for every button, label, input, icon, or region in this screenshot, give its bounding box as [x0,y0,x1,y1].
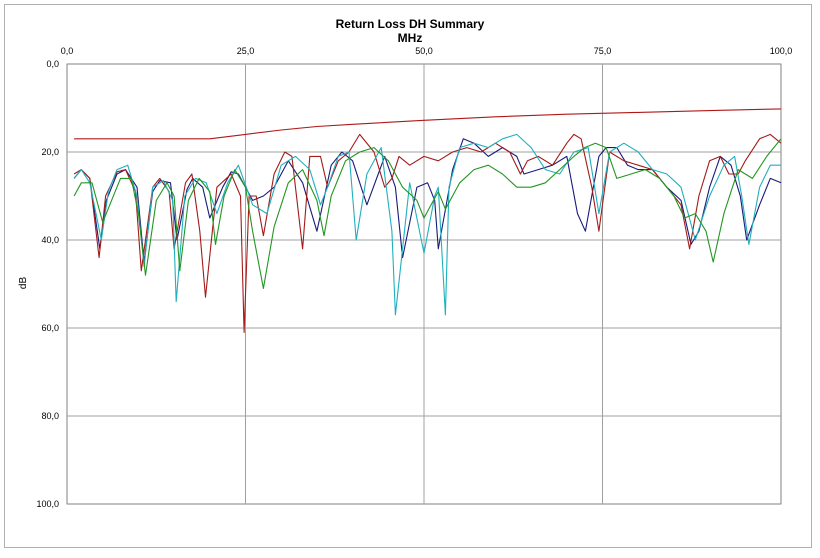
x-tick-label: 50,0 [415,46,433,56]
series-line-3 [73,133,782,333]
y-tick-label: 100,0 [36,499,59,509]
series-layer [73,108,782,333]
chart-frame [4,4,812,548]
series-line-1 [74,108,782,140]
x-tick-label: 25,0 [237,46,255,56]
y-axis-label: dB [18,277,29,290]
y-tick-label: 60,0 [41,323,59,333]
y-tick-label: 80,0 [41,411,59,421]
tick-labels: 0,0 25,0 50,0 75,0 100,0 0,0 20,0 40,0 60,0 80,0 1… [36,46,792,509]
series-line-4 [73,133,781,316]
y-tick-label: 0,0 [46,59,59,69]
x-tick-label: 100,0 [770,46,793,56]
x-tick-label: 75,0 [594,46,612,56]
x-tick-label: 0,0 [61,46,74,56]
chart-title: Return Loss DH Summary [336,17,485,31]
y-tick-label: 40,0 [41,235,59,245]
x-axis-label: MHz [398,31,423,45]
y-tick-label: 20,0 [41,147,59,157]
series-line-5 [73,138,782,289]
